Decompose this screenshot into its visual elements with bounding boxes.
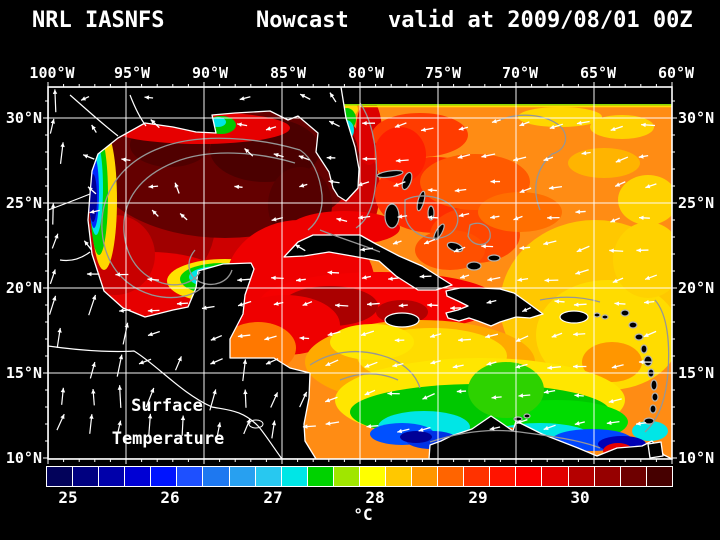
bathymetry-contours bbox=[101, 102, 670, 449]
colorbar-cell-25.75C bbox=[151, 467, 177, 486]
lat-label-left: 20°N bbox=[6, 279, 42, 297]
lat-label-left: 15°N bbox=[6, 364, 42, 382]
island bbox=[401, 171, 413, 191]
sst-blob bbox=[613, 222, 672, 298]
lat-label-left: 25°N bbox=[6, 194, 42, 212]
colorbar-tick-25: 25 bbox=[58, 488, 78, 507]
colorbar-cell-27.00C bbox=[281, 467, 307, 486]
island bbox=[523, 413, 531, 419]
hispaniola-landmass bbox=[445, 287, 544, 327]
island bbox=[513, 416, 523, 422]
lake-nicaragua bbox=[248, 419, 264, 429]
sst-blob bbox=[582, 342, 642, 382]
colorbar-cell-26.75C bbox=[255, 467, 281, 486]
sst-blob bbox=[400, 431, 432, 443]
sst-blob bbox=[374, 127, 426, 183]
lon-label: 75°W bbox=[425, 64, 462, 82]
island bbox=[643, 355, 653, 367]
colorbar-cell-30.50C bbox=[646, 467, 672, 486]
product-name: Nowcast bbox=[256, 8, 349, 33]
lon-label: 80°W bbox=[348, 64, 385, 82]
island bbox=[601, 314, 609, 320]
island bbox=[628, 321, 638, 329]
colorbar-cell-30.25C bbox=[620, 467, 646, 486]
sst-blob bbox=[478, 192, 562, 232]
lat-label-left: 30°N bbox=[6, 109, 42, 127]
colorbar-cell-26.00C bbox=[177, 467, 203, 486]
variable-label-line2: Temperature bbox=[112, 429, 225, 449]
colorbar-tick-29: 29 bbox=[468, 488, 488, 507]
colorbar-cell-28.00C bbox=[386, 467, 412, 486]
island bbox=[640, 344, 648, 354]
colorbar-cell-29.50C bbox=[542, 467, 568, 486]
variable-label-line1: Surface bbox=[131, 396, 203, 416]
pacific-coastline bbox=[48, 94, 283, 459]
colorbar-cell-25.50C bbox=[125, 467, 151, 486]
sst-blob bbox=[330, 324, 414, 360]
island bbox=[487, 254, 501, 262]
colorbar-cell-25.00C bbox=[73, 467, 99, 486]
island bbox=[620, 309, 630, 317]
island bbox=[650, 379, 658, 391]
sst-blob bbox=[618, 175, 672, 225]
island bbox=[384, 312, 420, 328]
island bbox=[559, 310, 589, 324]
no-data-strip bbox=[340, 87, 672, 104]
colorbar-cell-26.25C bbox=[203, 467, 229, 486]
lat-label-right: 30°N bbox=[678, 109, 714, 127]
colorbar-tick-30: 30 bbox=[570, 488, 590, 507]
colorbar-cell-25.25C bbox=[99, 467, 125, 486]
colorbar-tick-26: 26 bbox=[160, 488, 180, 507]
colorbar-cell-27.50C bbox=[333, 467, 359, 486]
colorbar-cell-27.25C bbox=[307, 467, 333, 486]
lat-label-left: 10°N bbox=[6, 449, 42, 467]
lon-label: 60°W bbox=[658, 64, 695, 82]
valid-time: valid at 2009/08/01 00Z bbox=[388, 8, 693, 33]
sst-blob bbox=[468, 362, 544, 418]
model-name: NRL IASNFS bbox=[32, 8, 165, 33]
colorbar-cell-28.75C bbox=[464, 467, 490, 486]
colorbar-cell-28.25C bbox=[412, 467, 438, 486]
lat-label-right: 20°N bbox=[678, 279, 714, 297]
island bbox=[651, 392, 659, 402]
colorbar-cell-24.75C bbox=[47, 467, 73, 486]
lon-label: 85°W bbox=[270, 64, 307, 82]
colorbar-cell-30.00C bbox=[594, 467, 620, 486]
sst-blob bbox=[632, 421, 668, 441]
grid-lines bbox=[48, 87, 672, 459]
lat-label-right: 25°N bbox=[678, 194, 714, 212]
cuba-landmass bbox=[283, 234, 453, 291]
island bbox=[634, 333, 644, 341]
trinidad-landmass bbox=[647, 441, 664, 459]
sst-blob bbox=[568, 148, 640, 178]
wind-vectors bbox=[48, 89, 658, 440]
colorbar-cell-29.00C bbox=[490, 467, 516, 486]
island bbox=[376, 169, 404, 179]
lon-label: 65°W bbox=[580, 64, 617, 82]
sst-blob bbox=[518, 107, 602, 127]
colorbar-cell-26.50C bbox=[229, 467, 255, 486]
lat-label-right: 10°N bbox=[678, 449, 714, 467]
colorbar-tick-27: 27 bbox=[263, 488, 283, 507]
lon-label: 100°W bbox=[29, 64, 75, 82]
axis-ticks bbox=[43, 82, 677, 464]
lon-label: 95°W bbox=[114, 64, 151, 82]
colorbar-cell-28.50C bbox=[438, 467, 464, 486]
colorbar-unit-label: °C bbox=[353, 505, 373, 524]
island bbox=[649, 404, 657, 414]
island bbox=[384, 203, 400, 229]
colorbar-cell-29.75C bbox=[568, 467, 594, 486]
colorbar-cell-29.25C bbox=[516, 467, 542, 486]
island bbox=[466, 261, 482, 271]
colorbar-cell-27.75C bbox=[359, 467, 386, 486]
lon-label: 90°W bbox=[192, 64, 229, 82]
lon-label: 70°W bbox=[502, 64, 539, 82]
colorbar-tick-28: 28 bbox=[365, 488, 385, 507]
island bbox=[593, 312, 601, 318]
lat-label-right: 15°N bbox=[678, 364, 714, 382]
colorbar bbox=[46, 466, 673, 487]
